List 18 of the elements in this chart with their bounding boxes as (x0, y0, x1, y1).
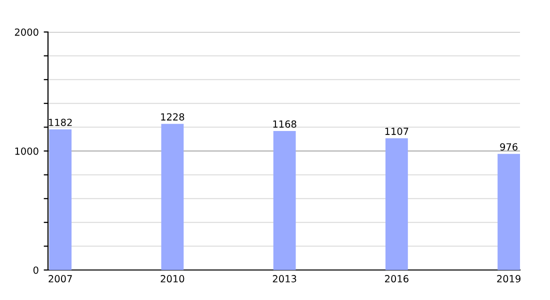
data-label: 1107 (385, 128, 408, 135)
data-label: 976 (500, 143, 518, 151)
bar (273, 131, 296, 270)
bar (498, 154, 520, 270)
x-tick-label: 2016 (385, 275, 408, 282)
y-tick-label: 1000 (15, 147, 38, 155)
x-tick-label: 2013 (272, 275, 296, 282)
bar (49, 129, 72, 270)
y-tick-label: 2000 (14, 28, 38, 36)
y-tick-label: 0 (33, 266, 38, 274)
x-tick-label: 2007 (48, 275, 72, 282)
bar (385, 138, 408, 270)
data-label: 1168 (273, 120, 296, 128)
data-label: 1182 (49, 118, 72, 126)
x-tick-label: 2010 (160, 275, 184, 282)
bar (161, 124, 184, 270)
data-label: 1228 (161, 113, 184, 121)
x-tick-label: 2019 (497, 275, 520, 282)
